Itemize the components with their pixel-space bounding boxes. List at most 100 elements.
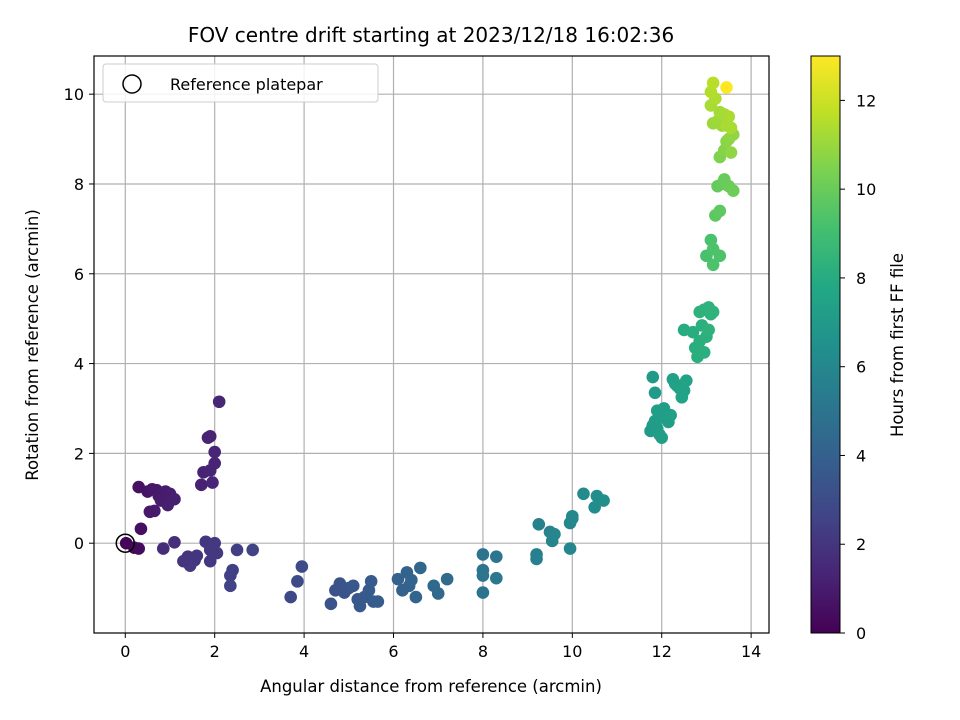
data-point bbox=[161, 498, 175, 512]
data-point bbox=[532, 518, 546, 531]
data-point bbox=[134, 522, 148, 536]
data-point bbox=[324, 597, 338, 611]
data-point bbox=[476, 569, 490, 582]
chart-title: FOV centre drift starting at 2023/12/18 … bbox=[188, 23, 674, 47]
data-point bbox=[346, 579, 360, 593]
reference-platepar-marker bbox=[115, 533, 136, 553]
data-points bbox=[119, 76, 740, 613]
data-point bbox=[713, 204, 727, 218]
x-tick-label: 4 bbox=[299, 642, 309, 661]
y-axis-label: Rotation from reference (arcmin) bbox=[23, 209, 42, 481]
data-point bbox=[724, 146, 738, 159]
data-point bbox=[206, 476, 219, 489]
data-point bbox=[203, 543, 217, 557]
data-point bbox=[364, 575, 378, 588]
data-point bbox=[566, 512, 579, 525]
data-point bbox=[224, 579, 237, 593]
x-tick-label: 8 bbox=[478, 642, 488, 661]
x-tick-label: 10 bbox=[562, 642, 582, 661]
colorbar-ticks: 0 2 4 6 8 10 12 bbox=[840, 91, 876, 643]
data-point bbox=[724, 121, 738, 135]
data-point bbox=[476, 586, 490, 599]
grid-lines bbox=[94, 56, 769, 633]
data-point bbox=[284, 590, 297, 604]
colorbar-tick-label: 6 bbox=[856, 358, 866, 377]
data-point bbox=[697, 346, 711, 359]
data-point bbox=[720, 81, 733, 94]
data-point bbox=[431, 587, 445, 600]
x-tick-label: 0 bbox=[120, 642, 130, 661]
data-point bbox=[726, 184, 740, 198]
y-tick-label: 2 bbox=[74, 444, 84, 463]
data-point bbox=[291, 575, 304, 588]
data-point bbox=[246, 543, 259, 557]
data-point bbox=[194, 478, 208, 492]
data-point bbox=[490, 550, 503, 563]
data-point bbox=[132, 542, 146, 555]
data-point bbox=[212, 395, 226, 409]
x-axis-ticks: 0 2 4 6 8 10 12 14 bbox=[120, 633, 761, 661]
data-point bbox=[530, 552, 543, 566]
data-point bbox=[371, 595, 385, 608]
legend-label-reference-platepar: Reference platepar bbox=[170, 75, 323, 94]
data-point bbox=[588, 500, 601, 514]
data-point bbox=[168, 535, 181, 549]
data-point bbox=[476, 548, 490, 561]
data-point bbox=[702, 301, 715, 314]
legend-box bbox=[102, 63, 379, 103]
data-point bbox=[177, 554, 190, 568]
data-point bbox=[226, 563, 239, 577]
data-point bbox=[203, 430, 217, 443]
legend-marker-reference-platepar bbox=[122, 74, 142, 94]
data-point bbox=[646, 370, 660, 384]
y-axis-ticks: 0 2 4 6 8 10 bbox=[64, 85, 94, 553]
colorbar-tick-label: 0 bbox=[856, 624, 866, 643]
data-point bbox=[190, 549, 204, 563]
data-point bbox=[548, 527, 561, 541]
data-point bbox=[648, 386, 662, 400]
data-point bbox=[563, 542, 577, 555]
y-tick-label: 4 bbox=[74, 355, 84, 374]
data-point bbox=[597, 494, 610, 507]
x-tick-label: 14 bbox=[741, 642, 761, 661]
y-tick-label: 0 bbox=[74, 534, 84, 553]
data-point bbox=[391, 572, 405, 586]
data-point bbox=[405, 573, 418, 587]
y-tick-label: 10 bbox=[64, 85, 84, 104]
data-point bbox=[143, 505, 157, 519]
data-point bbox=[686, 325, 700, 339]
data-point bbox=[230, 543, 244, 557]
colorbar-tick-label: 10 bbox=[856, 180, 876, 199]
colorbar-tick-label: 2 bbox=[856, 535, 866, 554]
y-tick-label: 8 bbox=[74, 175, 84, 194]
plot-frame bbox=[93, 55, 770, 634]
colorbar bbox=[810, 55, 841, 634]
data-point bbox=[409, 590, 423, 604]
data-point bbox=[677, 384, 691, 397]
data-point bbox=[295, 560, 309, 573]
colorbar-label: Hours from first FF file bbox=[888, 253, 907, 437]
data-point bbox=[208, 456, 221, 470]
data-point bbox=[706, 258, 720, 272]
data-point bbox=[208, 445, 221, 459]
x-tick-label: 6 bbox=[388, 642, 398, 661]
y-tick-label: 6 bbox=[74, 265, 84, 284]
data-point bbox=[655, 431, 669, 444]
legend: Reference platepar bbox=[102, 63, 379, 103]
data-point bbox=[414, 561, 427, 575]
colorbar-tick-label: 8 bbox=[856, 269, 866, 288]
x-tick-label: 2 bbox=[210, 642, 220, 661]
data-point bbox=[680, 374, 693, 387]
data-point bbox=[156, 542, 170, 555]
data-point bbox=[664, 408, 677, 422]
data-point bbox=[702, 323, 715, 337]
data-point bbox=[650, 404, 664, 418]
x-tick-label: 12 bbox=[652, 642, 672, 661]
data-point bbox=[713, 249, 727, 263]
data-point bbox=[577, 487, 590, 501]
colorbar-tick-label: 12 bbox=[856, 91, 876, 110]
data-point bbox=[490, 571, 503, 585]
data-point bbox=[706, 76, 720, 90]
colorbar-tick-label: 4 bbox=[856, 446, 866, 465]
